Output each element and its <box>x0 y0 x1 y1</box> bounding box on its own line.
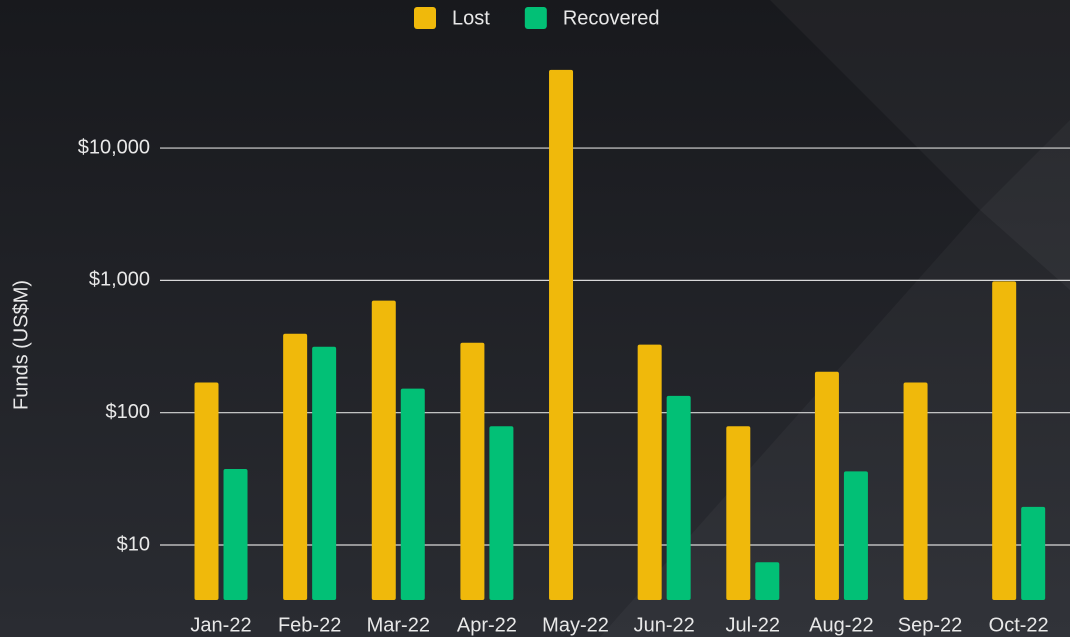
x-tick-label: May-22 <box>542 614 609 636</box>
x-tick-label: Oct-22 <box>989 614 1049 636</box>
legend-label: Recovered <box>563 7 660 29</box>
bar <box>992 281 1017 600</box>
x-tick-label: Jan-22 <box>190 614 251 636</box>
bar <box>755 562 780 600</box>
bar <box>637 344 662 600</box>
y-tick-label: $1,000 <box>89 269 150 291</box>
x-tick-label: Apr-22 <box>457 614 517 636</box>
bar <box>194 382 219 600</box>
y-tick-label: $10 <box>117 533 150 555</box>
bar <box>223 469 248 600</box>
legend-label: Lost <box>452 7 490 29</box>
bar <box>843 471 868 600</box>
x-tick-label: Sep-22 <box>898 614 963 636</box>
x-tick-label: Feb-22 <box>278 614 341 636</box>
bar <box>371 300 396 600</box>
bar <box>400 388 425 600</box>
bar <box>814 371 839 600</box>
bar <box>489 426 514 600</box>
legend-swatch <box>414 7 436 29</box>
y-tick-label: $100 <box>106 401 151 423</box>
bar <box>460 342 485 600</box>
x-tick-label: Jun-22 <box>634 614 695 636</box>
bar <box>549 69 574 600</box>
decor <box>770 0 1070 290</box>
bar <box>312 346 337 600</box>
bar <box>903 382 928 600</box>
legend-swatch <box>524 7 547 29</box>
bar <box>1021 506 1046 600</box>
bar <box>666 395 691 600</box>
bar <box>726 426 751 600</box>
y-axis-label: Funds (US$M) <box>10 280 32 410</box>
x-tick-label: Jul-22 <box>726 614 780 636</box>
y-tick-label: $10,000 <box>78 136 150 158</box>
x-tick-label: Aug-22 <box>809 614 874 636</box>
x-tick-label: Mar-22 <box>367 614 430 636</box>
bar <box>283 333 308 600</box>
